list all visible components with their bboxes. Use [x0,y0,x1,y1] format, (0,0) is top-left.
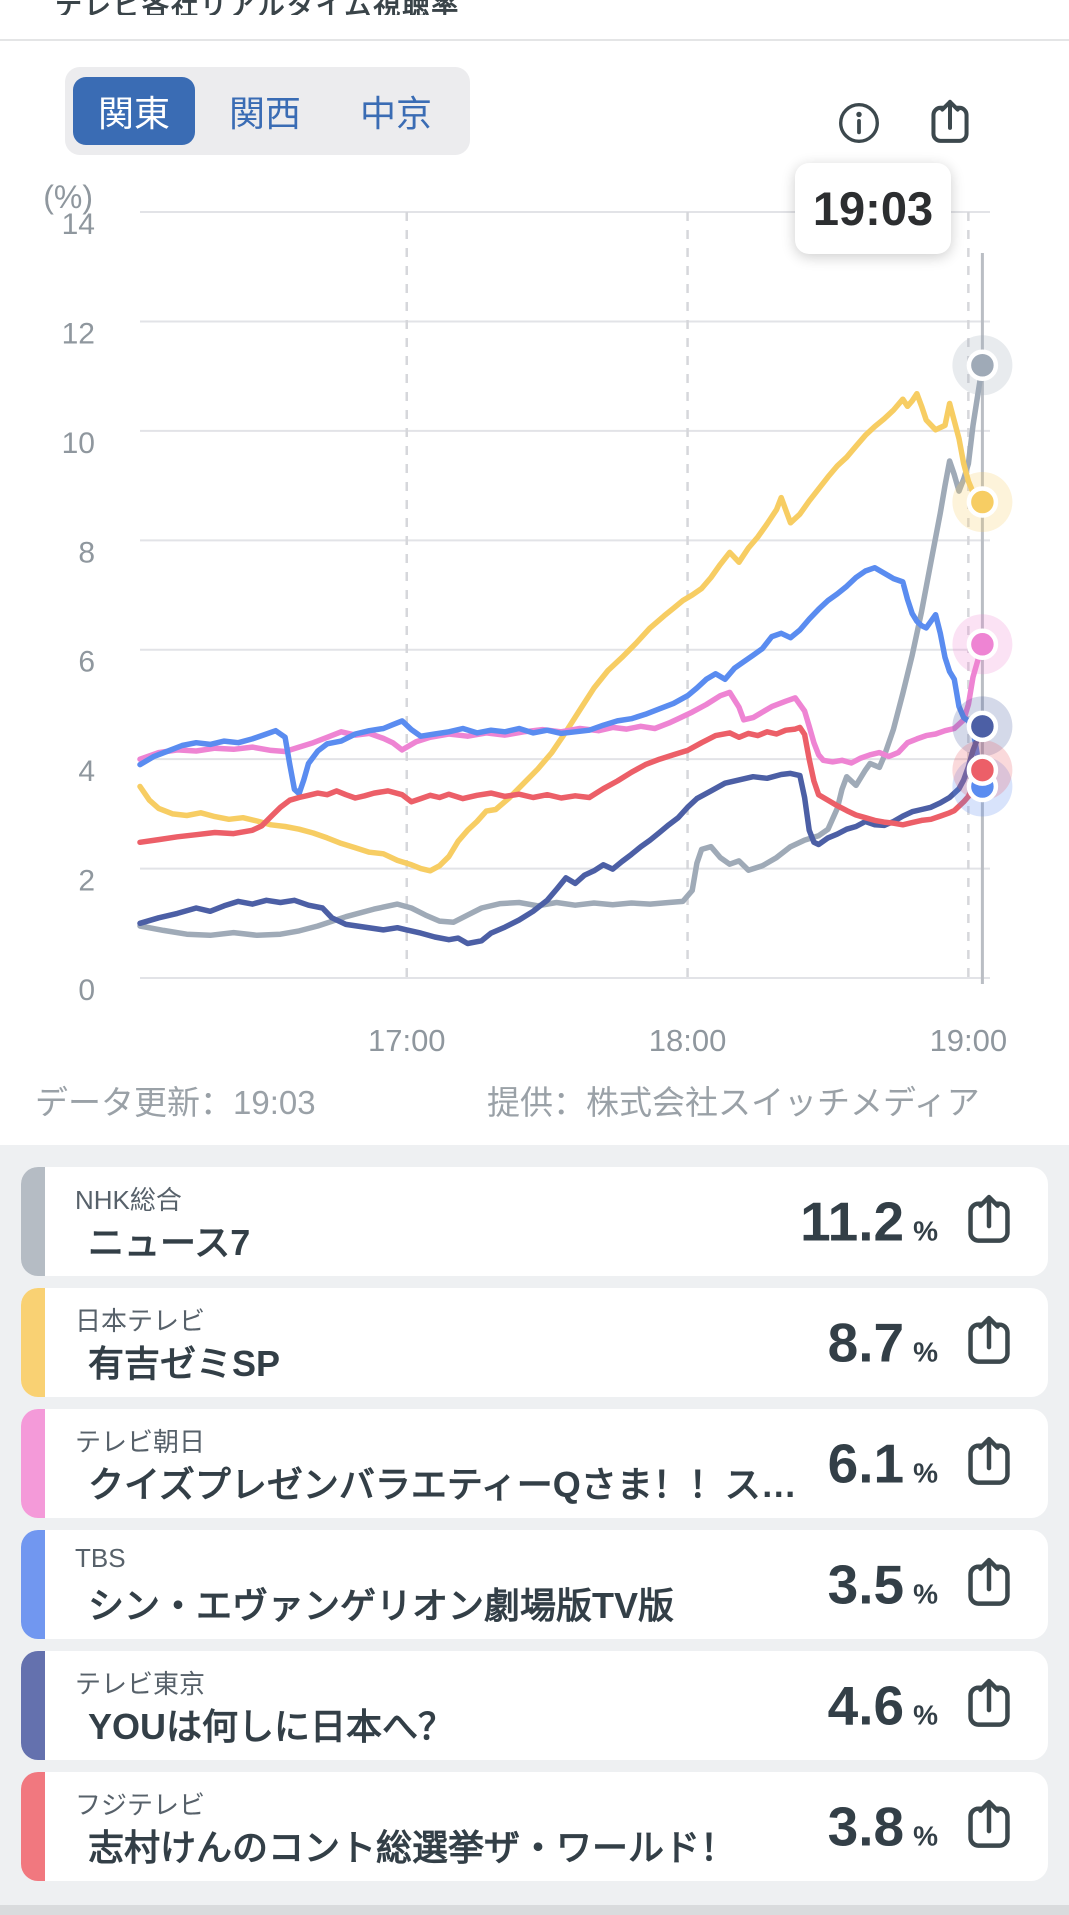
rating-unit: % [913,1578,938,1609]
list-item-nhk[interactable]: NHK総合 ニュース7 11.2 % [21,1167,1048,1276]
region-tab-group: 関東 関西 中京 [65,67,470,155]
rating-value-wrap: 3.5 % [828,1557,938,1612]
program-name: 志村けんのコント総選挙ザ・ワールド！ [88,1827,737,1868]
y-axis-label: 0 [78,974,95,1007]
endpoint-dot-nhk [966,349,999,381]
program-name: ニュース7 [88,1222,251,1263]
endpoint-dot-tx [966,710,999,743]
x-axis-label: 19:00 [930,1023,1008,1058]
share-icon[interactable] [962,1432,1016,1495]
chart-footer: データ更新：19:03 提供：株式会社スイッチメディア [0,1076,1069,1121]
rating-value: 6.1 [827,1432,905,1494]
rating-value: 4.6 [827,1674,905,1736]
channel-name: テレビ東京 [75,1669,206,1699]
y-axis-label: 6 [78,646,95,679]
y-axis-label: 8 [78,536,95,569]
cursor-time-label: 19:03 [812,182,934,235]
tab-kansai[interactable]: 関西 [210,67,320,155]
tab-kanto[interactable]: 関東 [73,77,195,145]
tab-chukyo-label: 中京 [359,93,432,134]
tab-kansai-label: 関西 [228,93,301,134]
y-axis-label: 12 [62,317,95,350]
ratings-chart[interactable]: 14 12 10 8 6 4 2 0 (%) 17:00 18:00 19:00 [0,0,1069,1110]
bottom-edge-strip [0,1905,1069,1915]
rating-value-wrap: 4.6 % [828,1678,938,1733]
list-item-tbs[interactable]: TBS シン・エヴァンゲリオン劇場版TV版 3.5 % [21,1530,1048,1639]
share-icon[interactable] [962,1311,1016,1374]
rating-value: 3.8 [827,1795,905,1857]
info-icon[interactable] [836,100,882,151]
rating-value: 3.5 [827,1553,905,1615]
y-axis-label: 2 [78,865,95,898]
program-list: NHK総合 ニュース7 11.2 % 日本テレビ 有吉ゼミSP 8.7 % [0,1145,1069,1915]
channel-color-bar [21,1409,45,1518]
series-line-tx [137,723,986,947]
rating-unit: % [913,1215,938,1246]
program-name: シン・エヴァンゲリオン劇場版TV版 [88,1585,675,1626]
cursor-time-tooltip: 19:03 [795,163,951,254]
program-name: クイズプレゼンバラエティーQさま！！ス… [88,1464,797,1505]
program-name: YOUは何しに日本へ？ [88,1706,455,1747]
y-axis-label: 4 [78,755,95,788]
series-line-nhk [137,362,986,939]
list-item-ntv[interactable]: 日本テレビ 有吉ゼミSP 8.7 % [21,1288,1048,1397]
share-icon[interactable] [962,1553,1016,1616]
rating-value: 11.2 [800,1190,905,1252]
endpoint-dot-ntv [966,486,999,518]
clipped-page-title: テレビ各社リアルタイム視聴率 [55,0,461,15]
y-axis-unit-label: (%) [43,179,93,215]
data-updated-label: データ更新：19:03 [35,1084,316,1121]
endpoint-dot-cx [966,754,999,786]
rating-unit: % [913,1457,938,1488]
share-icon[interactable] [962,1795,1016,1858]
share-icon[interactable] [924,96,976,153]
x-axis-label: 17:00 [368,1023,446,1058]
tab-chukyo[interactable]: 中京 [341,67,451,155]
tab-kanto-label: 関東 [97,93,170,134]
share-icon[interactable] [962,1674,1016,1737]
rating-value-wrap: 8.7 % [828,1315,938,1370]
program-name: 有吉ゼミSP [88,1343,281,1384]
header-divider [0,39,1069,41]
share-icon[interactable] [962,1190,1016,1253]
list-item-ex[interactable]: テレビ朝日 クイズプレゼンバラエティーQさま！！ス… 6.1 % [21,1409,1048,1518]
channel-color-bar [21,1651,45,1760]
data-provider-label: 提供：株式会社スイッチメディア [487,1084,980,1121]
series-line-ntv [137,390,986,874]
channel-color-bar [21,1772,45,1881]
endpoint-dot-ex [966,628,999,661]
rating-value: 8.7 [827,1311,905,1373]
x-axis-label: 18:00 [649,1023,727,1058]
series-line-tbs [137,564,986,797]
channel-color-bar [21,1288,45,1397]
rating-unit: % [913,1699,938,1730]
y-axis-label: 10 [62,427,95,460]
channel-name: TBS [75,1543,126,1573]
rating-value-wrap: 11.2 % [800,1194,938,1249]
channel-color-bar [21,1167,45,1276]
rating-value-wrap: 6.1 % [828,1436,938,1491]
channel-color-bar [21,1530,45,1639]
series-line-cx [137,724,986,846]
channel-name: フジテレビ [75,1790,206,1820]
series-line-ex [137,641,986,766]
channel-name: テレビ朝日 [75,1427,206,1457]
rating-unit: % [913,1336,938,1367]
rating-unit: % [913,1820,938,1851]
list-item-tx[interactable]: テレビ東京 YOUは何しに日本へ？ 4.6 % [21,1651,1048,1760]
list-item-cx[interactable]: フジテレビ 志村けんのコント総選挙ザ・ワールド！ 3.8 % [21,1772,1048,1881]
y-axis-label: 14 [62,208,95,241]
channel-name: 日本テレビ [75,1306,206,1336]
channel-name: NHK総合 [75,1185,182,1215]
rating-value-wrap: 3.8 % [828,1799,938,1854]
